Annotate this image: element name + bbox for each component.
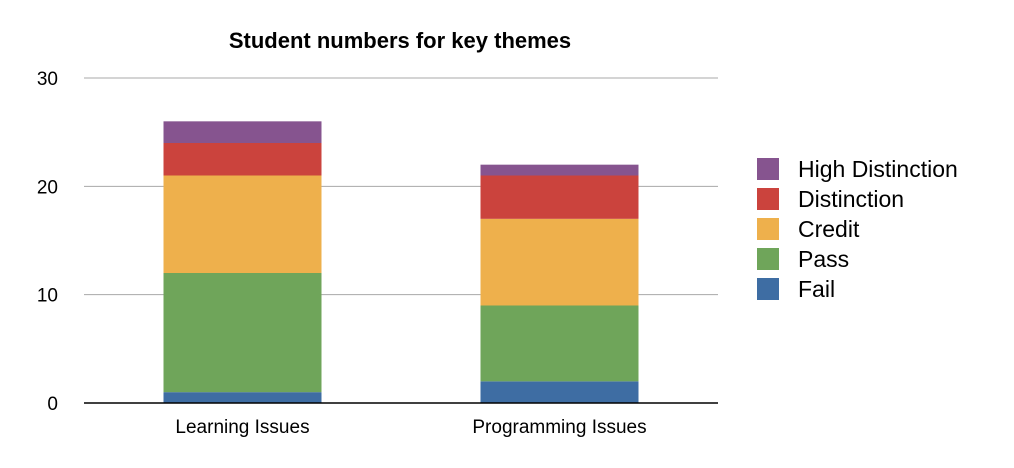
bar-segment <box>163 143 322 176</box>
bar-segment <box>163 121 322 143</box>
bar-segment <box>163 392 322 403</box>
legend-label: Fail <box>798 276 835 302</box>
bar-segment <box>480 305 639 382</box>
x-axis-categories: Learning Issues Programming Issues <box>175 417 646 438</box>
x-category-label: Programming Issues <box>472 417 646 438</box>
bars <box>163 121 639 403</box>
legend-swatch <box>757 158 779 180</box>
legend-label: Pass <box>798 246 849 272</box>
bar-segment <box>163 273 322 393</box>
y-tick-label: 0 <box>47 394 58 415</box>
bar-segment <box>480 175 639 219</box>
legend-swatch <box>757 248 779 270</box>
legend-swatch <box>757 188 779 210</box>
y-axis-ticks: 0 10 20 30 <box>37 69 58 415</box>
y-tick-label: 20 <box>37 177 58 198</box>
bar-segment <box>480 381 639 403</box>
legend-label: Credit <box>798 216 860 242</box>
x-category-label: Learning Issues <box>175 417 309 438</box>
bar-segment <box>480 164 639 176</box>
bar-segment <box>163 175 322 273</box>
legend: High Distinction Distinction Credit Pass Fai… <box>757 156 958 302</box>
bar-segment <box>480 218 639 306</box>
legend-label: Distinction <box>798 186 904 212</box>
y-tick-label: 30 <box>37 69 58 90</box>
legend-swatch <box>757 218 779 240</box>
legend-label: High Distinction <box>798 156 958 182</box>
chart-title: Student numbers for key themes <box>229 28 571 53</box>
legend-swatch <box>757 278 779 300</box>
y-tick-label: 10 <box>37 286 58 307</box>
